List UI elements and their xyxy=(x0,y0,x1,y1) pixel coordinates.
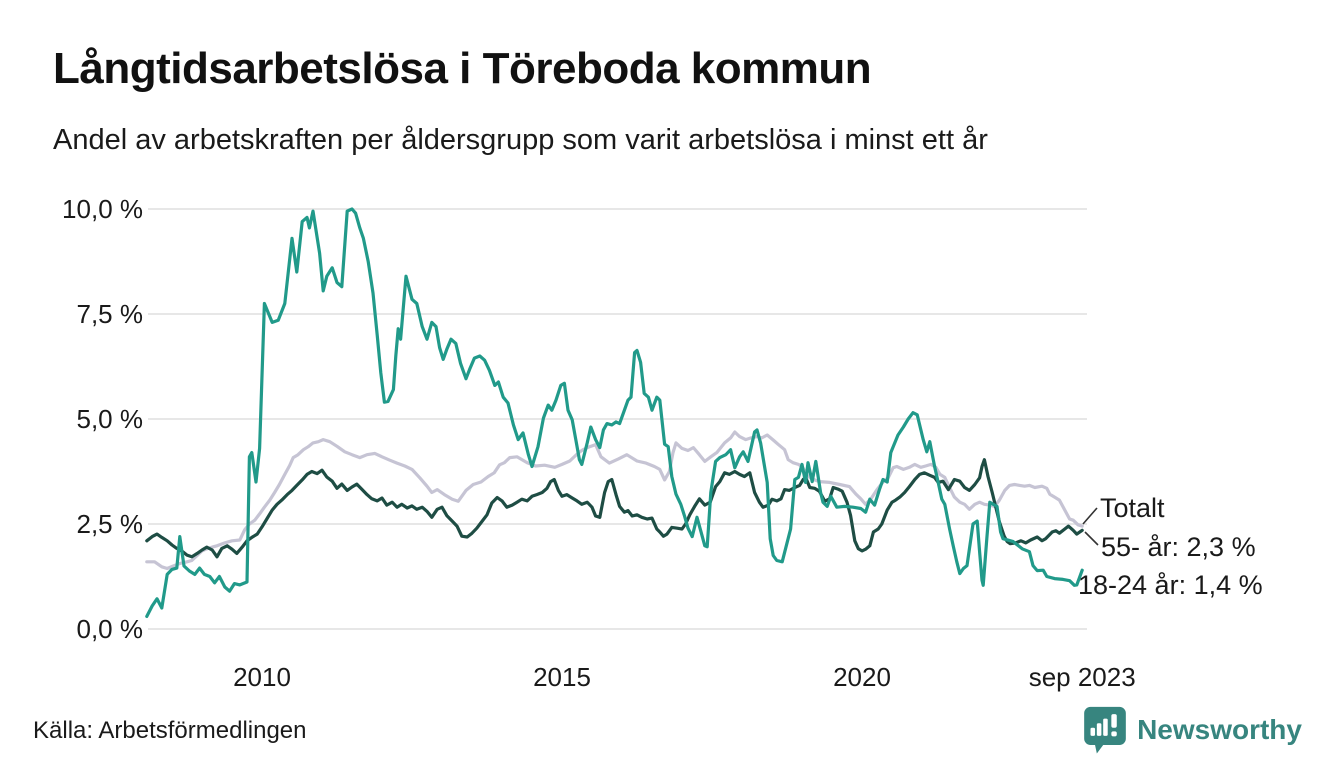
y-axis-tick-label: 10,0 % xyxy=(62,194,143,224)
series-line-0 xyxy=(145,430,1084,571)
x-axis-tick-label: 2020 xyxy=(833,662,891,692)
newsworthy-logo: Newsworthy xyxy=(1083,706,1302,754)
annotation-leader-line xyxy=(1084,531,1099,546)
y-axis-tick-label: 5,0 % xyxy=(76,404,144,434)
series-label-18-24-ar: 18-24 år: 1,4 % xyxy=(1078,570,1263,600)
annotation-leader-line xyxy=(1082,507,1098,525)
series-line-2 xyxy=(145,207,1084,619)
x-axis-tick-label: 2015 xyxy=(533,662,591,692)
y-axis-tick-label: 2,5 % xyxy=(76,509,144,539)
y-axis-tick-label: 0,0 % xyxy=(76,614,144,644)
series-line-1 xyxy=(145,458,1084,559)
y-axis-tick-label: 7,5 % xyxy=(76,299,144,329)
chart-subtitle: Andel av arbetskraften per åldersgrupp s… xyxy=(53,124,988,156)
series-label-55-ar: 55- år: 2,3 % xyxy=(1101,532,1256,562)
newsworthy-wordmark: Newsworthy xyxy=(1137,714,1302,745)
x-axis-tick-label: sep 2023 xyxy=(1028,662,1136,692)
x-axis-tick-label: 2010 xyxy=(233,662,291,692)
source-note: Källa: Arbetsförmedlingen xyxy=(33,717,307,744)
page-title: Långtidsarbetslösa i Töreboda kommun xyxy=(53,44,872,93)
newsworthy-bubble-chart-icon xyxy=(1083,706,1127,754)
series-label-totalt: Totalt xyxy=(1100,493,1165,523)
